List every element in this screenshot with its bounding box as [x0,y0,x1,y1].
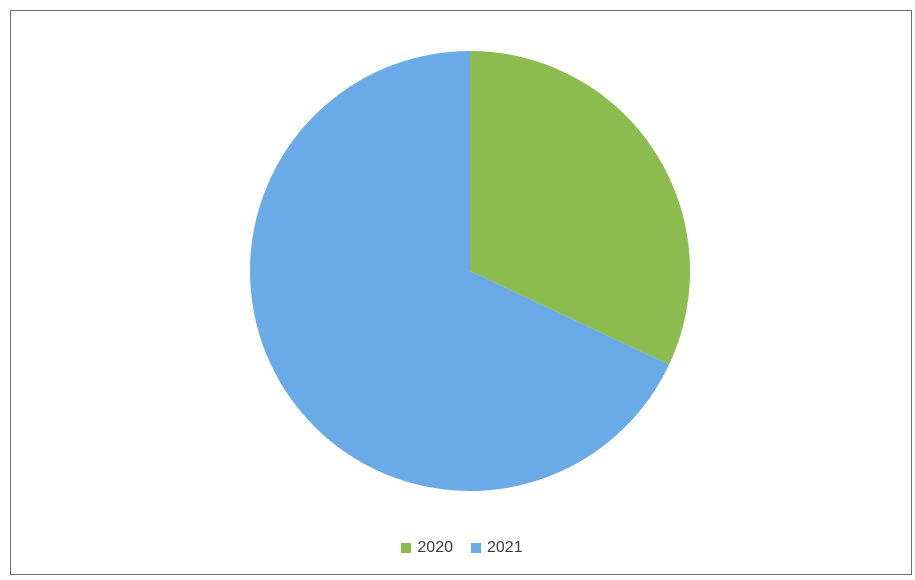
pie-chart [249,51,690,491]
legend-item-2021: 2021 [471,539,523,557]
chart-frame: 2020 2021 [10,10,912,575]
chart-legend: 2020 2021 [11,539,913,557]
pie-slice-2021 [249,51,670,491]
legend-item-2020: 2020 [401,539,453,557]
legend-label-2020: 2020 [417,539,453,556]
legend-swatch-2020 [401,543,412,553]
legend-swatch-2021 [471,543,481,553]
pie-slice-2020 [470,51,690,365]
legend-label-2021: 2021 [487,539,523,556]
